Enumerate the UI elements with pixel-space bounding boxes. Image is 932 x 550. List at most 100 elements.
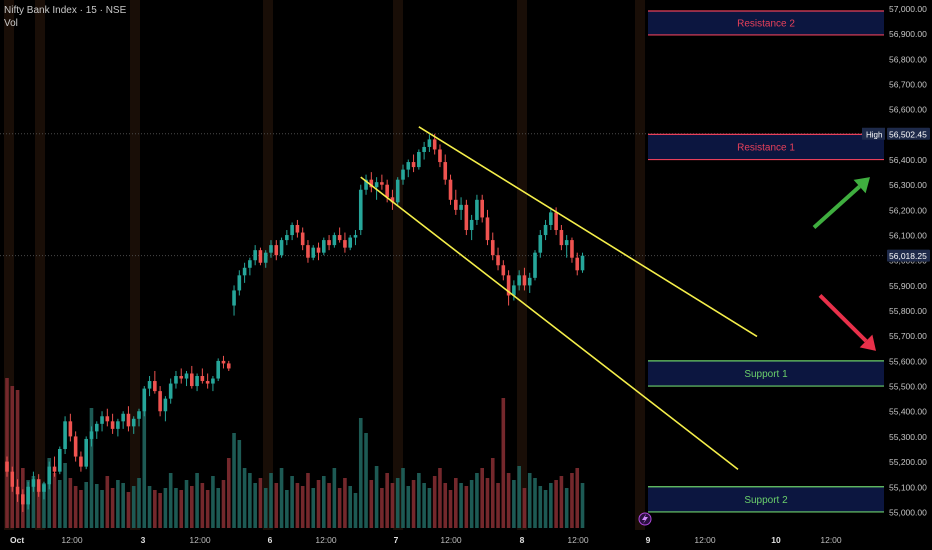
candle-body: [248, 260, 252, 268]
volume-bar: [522, 488, 527, 528]
volume-bar: [263, 488, 268, 528]
candle-body: [533, 252, 537, 278]
candle-body: [195, 376, 199, 387]
volume-bar: [5, 378, 9, 528]
x-tick-label: 12:00: [694, 535, 716, 545]
session-shading: [4, 0, 645, 530]
support-resistance-zones[interactable]: Resistance 2 Resistance 1 Support 1 Support…: [648, 10, 884, 513]
candle-body: [464, 204, 469, 231]
candle-body: [549, 212, 553, 225]
volume-bar: [126, 492, 131, 528]
channel-lower-line: [360, 176, 739, 471]
volume-bar: [575, 468, 580, 528]
y-tick-label: 56,600.00: [889, 105, 927, 115]
volume-bar: [527, 473, 532, 528]
candle-body: [512, 285, 516, 296]
volume-bar: [79, 490, 83, 528]
volume-bar: [337, 488, 342, 528]
candlesticks: [5, 133, 585, 512]
volume-bar: [89, 408, 94, 528]
volume-bar: [570, 473, 574, 528]
candle-body: [580, 255, 585, 271]
candle-body: [374, 182, 379, 188]
volume-bar: [31, 476, 36, 528]
descending-channel[interactable]: [360, 126, 758, 471]
volume-bar: [269, 473, 273, 528]
volume-bar: [322, 476, 326, 528]
y-tick-label: 55,000.00: [889, 507, 927, 517]
volume-bar: [369, 480, 374, 528]
volume-bar: [411, 480, 416, 528]
y-tick-label: 56,400.00: [889, 155, 927, 165]
candle-body: [105, 416, 110, 422]
volume-bar: [300, 486, 305, 528]
direction-arrows: [812, 177, 876, 351]
y-tick-label: 55,700.00: [889, 331, 927, 341]
volume-bar: [195, 473, 199, 528]
arrow-down-head: [859, 334, 876, 351]
candle-body: [327, 240, 331, 246]
volume-bar: [168, 473, 173, 528]
arrow-up-head: [853, 177, 870, 194]
candle-body: [353, 235, 358, 238]
x-tick-label: 10: [771, 535, 781, 545]
zone-fill: [648, 486, 884, 512]
volume-bar: [63, 463, 67, 528]
lightning-glyph: [642, 514, 648, 524]
volume-bar: [285, 490, 289, 528]
candle-body: [316, 247, 321, 253]
volume-bar: [221, 480, 226, 528]
candle-body: [527, 277, 532, 286]
volume-bar: [348, 486, 352, 528]
candle-body: [42, 484, 46, 492]
volume-bar: [174, 488, 178, 528]
volume-bar: [84, 482, 88, 528]
candle-body: [100, 416, 104, 424]
y-tick-label: 55,900.00: [889, 281, 927, 291]
candle-body: [306, 245, 310, 258]
candle-body: [274, 245, 279, 256]
candle-body: [454, 199, 458, 210]
candle-body: [401, 169, 405, 180]
time-axis[interactable]: Oct 12:00 3 12:00 6 12:00 7 12:00 8 12:00 9 12:00 10…: [0, 530, 932, 550]
volume-bar: [306, 473, 310, 528]
volume-label: Vol: [4, 18, 18, 29]
candle-body: [158, 391, 162, 412]
volume-bar: [395, 478, 400, 528]
volume-bar: [343, 478, 347, 528]
volume-bar: [42, 483, 46, 528]
volume-bar: [390, 483, 395, 528]
volume-bar: [332, 468, 337, 528]
candle-body: [480, 199, 484, 218]
session-band: [130, 0, 140, 530]
volume-bar: [163, 488, 168, 528]
candle-body: [211, 378, 215, 384]
volume-bar: [454, 478, 458, 528]
candle-body: [221, 360, 226, 364]
volume-bar: [327, 483, 331, 528]
candle-body: [369, 179, 374, 188]
candle-body: [269, 245, 273, 253]
volume-bar: [506, 473, 511, 528]
volume-bar: [580, 483, 585, 528]
volume-bar: [401, 468, 405, 528]
candle-body: [163, 398, 168, 412]
price-tag-value: 56,502.45: [889, 129, 927, 139]
volume-bar: [10, 386, 15, 528]
volume-bar: [116, 480, 120, 528]
y-tick-label: 56,800.00: [889, 54, 927, 64]
volume-bar: [237, 440, 242, 528]
volume-bar: [200, 483, 205, 528]
candle-body: [311, 247, 316, 258]
x-tick-label: 12:00: [189, 535, 211, 545]
volume-bar: [501, 398, 506, 528]
candle-body: [116, 421, 120, 429]
x-tick-label: 9: [646, 535, 651, 545]
candle-body: [142, 388, 147, 412]
price-axis[interactable]: 57,000.00 56,900.00 56,800.00 56,700.00 56,6…: [884, 0, 932, 550]
volume-bar: [110, 488, 115, 528]
candle-body: [427, 139, 432, 147]
volume-bar: [290, 476, 294, 528]
